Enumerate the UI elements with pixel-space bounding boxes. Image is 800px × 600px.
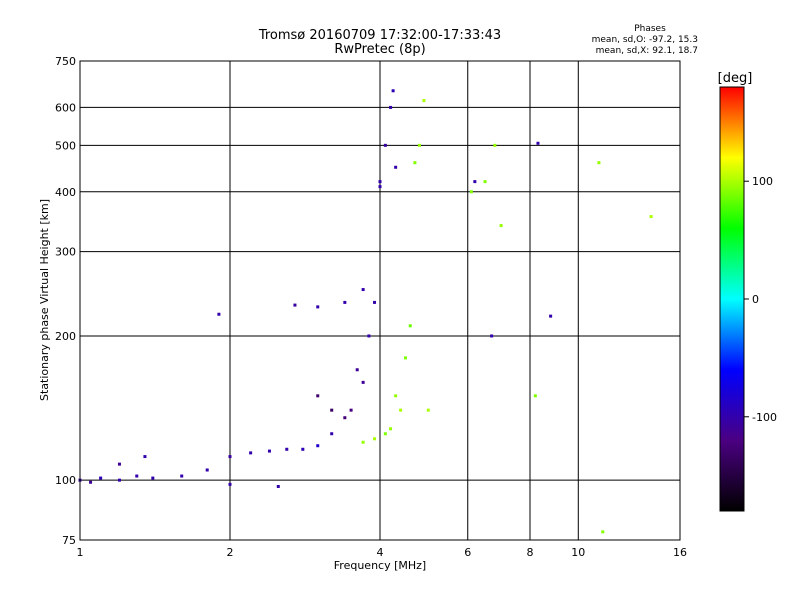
data-point: [373, 437, 377, 441]
data-point: [597, 161, 601, 165]
data-point: [316, 394, 320, 398]
data-point: [228, 482, 232, 486]
plot-frame: [79, 60, 681, 541]
data-point: [117, 462, 121, 466]
data-point: [330, 408, 334, 412]
y-tick-label: 500: [55, 139, 76, 152]
chart-title: Tromsø 20160709 17:32:00-17:33:43: [258, 28, 501, 43]
data-point: [217, 312, 221, 316]
data-points: [78, 89, 653, 534]
y-tick-label: 100: [55, 474, 76, 487]
data-point: [151, 476, 155, 480]
data-point: [408, 324, 412, 328]
data-point: [403, 356, 407, 360]
x-axis-label: Frequency [MHz]: [334, 559, 426, 572]
colorbar-tick-label: 100: [752, 175, 773, 188]
colorbar-label: [deg]: [718, 71, 753, 86]
colorbar-tick-label: -100: [752, 411, 777, 424]
x-tick-label: 10: [571, 546, 585, 559]
data-point: [383, 432, 387, 436]
phases-title: Phases: [634, 24, 666, 34]
data-point: [536, 141, 540, 145]
data-point: [601, 530, 605, 534]
data-point: [394, 165, 398, 169]
data-point: [267, 449, 271, 453]
data-point: [533, 394, 537, 398]
data-point: [422, 99, 426, 103]
data-point: [301, 447, 305, 451]
y-axis-label: Stationary phase Virtual Height [km]: [38, 199, 51, 401]
data-point: [493, 143, 497, 147]
data-point: [469, 190, 473, 194]
data-point: [373, 300, 377, 304]
data-point: [330, 432, 334, 436]
data-point: [143, 455, 147, 459]
x-tick-label: 2: [227, 546, 234, 559]
y-tick-label: 750: [55, 55, 76, 68]
data-point: [367, 334, 371, 338]
data-point: [228, 455, 232, 459]
y-tick-label: 600: [55, 101, 76, 114]
data-point: [394, 394, 398, 398]
y-tick-label: 300: [55, 246, 76, 259]
x-tick-label: 1: [77, 546, 84, 559]
data-point: [378, 180, 382, 184]
data-point: [361, 288, 365, 292]
data-point: [483, 180, 487, 184]
data-point: [490, 334, 494, 338]
axis-ticks: 1 2 4 6 8 10 16 75 100 200 300 400 500 600 750: [55, 55, 687, 559]
phases-o-stats: mean, sd,O: -97.2, 15.3: [592, 35, 698, 45]
data-point: [180, 474, 184, 478]
data-point: [135, 474, 139, 478]
data-point: [389, 427, 393, 431]
data-point: [649, 215, 653, 219]
x-tick-label: 16: [673, 546, 687, 559]
data-point: [205, 468, 209, 472]
y-tick-label: 75: [62, 534, 76, 547]
data-point: [99, 476, 103, 480]
data-point: [549, 314, 553, 318]
data-point: [399, 408, 403, 412]
colorbar-ticks: 100 0 -100: [744, 175, 777, 424]
data-point: [343, 416, 347, 420]
data-point: [117, 478, 121, 482]
data-point: [378, 185, 382, 189]
data-point: [293, 303, 297, 307]
data-point: [349, 408, 353, 412]
data-point: [89, 480, 93, 484]
grid-lines: [80, 61, 680, 540]
data-point: [361, 440, 365, 444]
x-tick-label: 8: [527, 546, 534, 559]
data-point: [249, 451, 253, 455]
phases-x-stats: mean, sd,X: 92.1, 18.7: [596, 46, 698, 56]
x-tick-label: 6: [464, 546, 471, 559]
data-point: [316, 444, 320, 448]
data-point: [361, 380, 365, 384]
data-point: [343, 300, 347, 304]
data-point: [417, 143, 421, 147]
data-point: [276, 484, 280, 488]
colorbar: [719, 86, 745, 512]
data-point: [413, 161, 417, 165]
data-point: [391, 89, 395, 93]
data-point: [473, 180, 477, 184]
data-point: [499, 224, 503, 228]
y-tick-label: 400: [55, 186, 76, 199]
data-point: [316, 305, 320, 309]
colorbar-tick-label: 0: [752, 293, 759, 306]
y-tick-label: 200: [55, 330, 76, 343]
data-point: [426, 408, 430, 412]
chart-subtitle: RwPretec (8p): [334, 42, 425, 57]
data-point: [285, 447, 289, 451]
x-tick-label: 4: [377, 546, 384, 559]
data-point: [355, 368, 359, 372]
data-point: [389, 105, 393, 109]
data-point: [383, 143, 387, 147]
